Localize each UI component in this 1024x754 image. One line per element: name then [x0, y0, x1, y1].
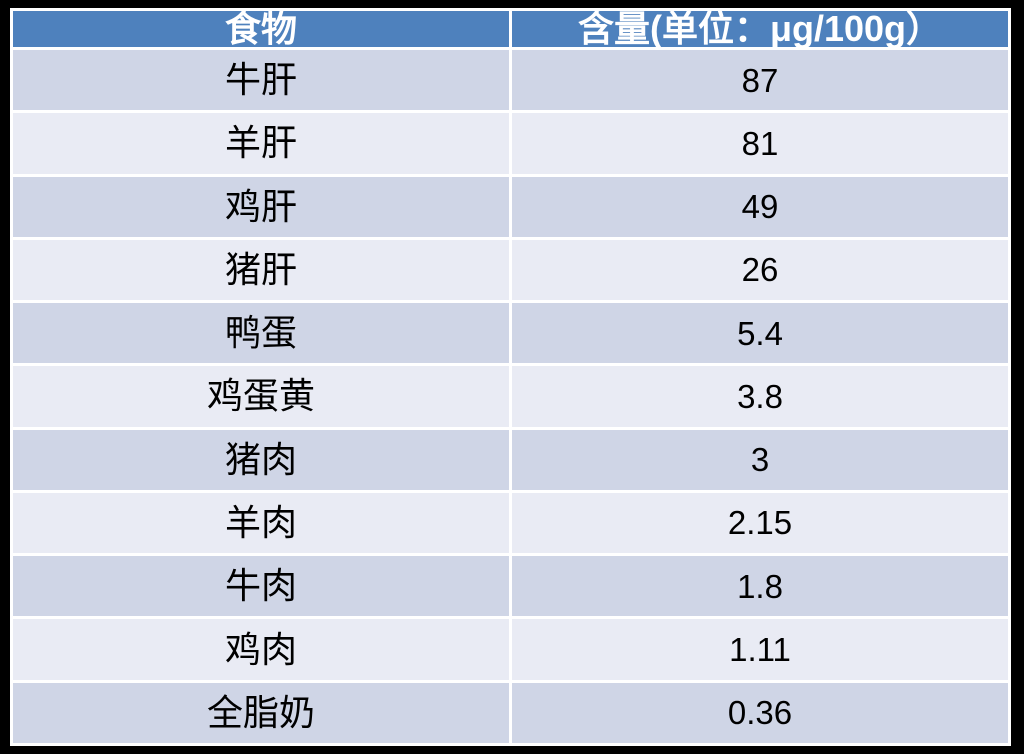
food-cell: 鸡肉 — [13, 619, 509, 680]
column-header-amount: 含量(单位：μg/100g） — [512, 11, 1008, 47]
table-row: 鸡肉 1.11 — [13, 619, 1008, 680]
food-cell: 牛肉 — [13, 556, 509, 617]
table-row: 羊肉 2.15 — [13, 492, 1008, 554]
table-row: 牛肝 87 — [13, 50, 1008, 111]
table-row: 鸭蛋 5.4 — [13, 303, 1008, 364]
amount-cell: 1.8 — [512, 556, 1008, 617]
amount-cell: 5.4 — [512, 303, 1008, 364]
food-cell: 鸡蛋黄 — [13, 366, 509, 427]
amount-cell: 26 — [512, 239, 1008, 301]
food-cell: 羊肉 — [13, 492, 509, 554]
food-cell: 猪肝 — [13, 239, 509, 301]
food-cell: 鸡肝 — [13, 176, 509, 237]
table-row: 羊肝 81 — [13, 113, 1008, 174]
amount-cell: 2.15 — [512, 492, 1008, 554]
amount-cell: 3.8 — [512, 366, 1008, 427]
column-header-food: 食物 — [13, 11, 509, 47]
amount-cell: 0.36 — [512, 682, 1008, 743]
table-row: 全脂奶 0.36 — [13, 682, 1008, 743]
amount-cell: 87 — [512, 50, 1008, 111]
food-cell: 牛肝 — [13, 50, 509, 111]
table-row: 牛肉 1.8 — [13, 556, 1008, 617]
amount-cell: 81 — [512, 113, 1008, 174]
food-cell: 全脂奶 — [13, 682, 509, 743]
amount-cell: 3 — [512, 429, 1008, 490]
food-cell: 鸭蛋 — [13, 303, 509, 364]
table-header: 食物 含量(单位：μg/100g） — [13, 11, 1008, 47]
food-cell: 猪肉 — [13, 429, 509, 490]
header-row: 食物 含量(单位：μg/100g） — [13, 11, 1008, 47]
food-content-table: 食物 含量(单位：μg/100g） 牛肝 87 羊肝 81 鸡肝 49 猪肝 26 鸭蛋 5.4 鸡… — [10, 8, 1011, 746]
table-row: 鸡肝 49 — [13, 176, 1008, 237]
food-cell: 羊肝 — [13, 113, 509, 174]
amount-cell: 49 — [512, 176, 1008, 237]
amount-cell: 1.11 — [512, 619, 1008, 680]
slide-area: 食物 含量(单位：μg/100g） 牛肝 87 羊肝 81 鸡肝 49 猪肝 26 鸭蛋 5.4 鸡… — [10, 8, 1011, 746]
table-row: 猪肉 3 — [13, 429, 1008, 490]
table-row: 鸡蛋黄 3.8 — [13, 366, 1008, 427]
table-row: 猪肝 26 — [13, 239, 1008, 301]
table-body: 牛肝 87 羊肝 81 鸡肝 49 猪肝 26 鸭蛋 5.4 鸡蛋黄 3.8 猪肉 3 羊肉 2.15 牛肉 1.… — [13, 50, 1008, 743]
